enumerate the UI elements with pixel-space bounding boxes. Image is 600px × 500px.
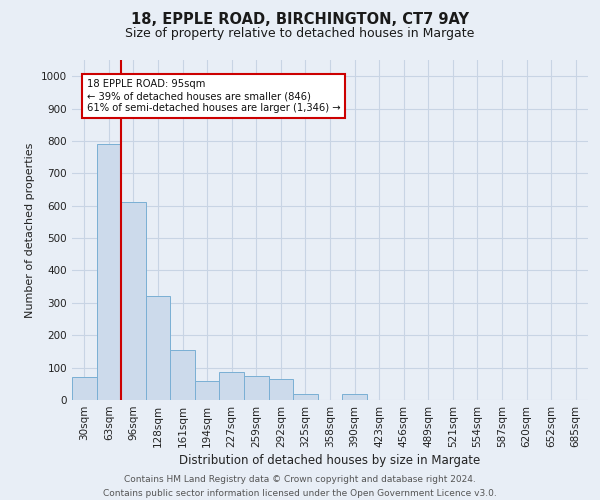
Text: Contains public sector information licensed under the Open Government Licence v3: Contains public sector information licen… xyxy=(103,488,497,498)
Bar xyxy=(220,372,244,400)
Bar xyxy=(342,394,367,400)
Bar xyxy=(72,378,97,400)
Bar xyxy=(97,144,121,400)
Bar xyxy=(146,296,170,400)
Y-axis label: Number of detached properties: Number of detached properties xyxy=(25,142,35,318)
Text: 18, EPPLE ROAD, BIRCHINGTON, CT7 9AY: 18, EPPLE ROAD, BIRCHINGTON, CT7 9AY xyxy=(131,12,469,28)
Text: Size of property relative to detached houses in Margate: Size of property relative to detached ho… xyxy=(125,28,475,40)
Bar xyxy=(293,394,318,400)
Bar xyxy=(269,379,293,400)
X-axis label: Distribution of detached houses by size in Margate: Distribution of detached houses by size … xyxy=(179,454,481,467)
Bar xyxy=(195,380,220,400)
Bar xyxy=(244,376,269,400)
Bar xyxy=(170,350,195,400)
Text: 18 EPPLE ROAD: 95sqm
← 39% of detached houses are smaller (846)
61% of semi-deta: 18 EPPLE ROAD: 95sqm ← 39% of detached h… xyxy=(87,80,340,112)
Text: Contains HM Land Registry data © Crown copyright and database right 2024.: Contains HM Land Registry data © Crown c… xyxy=(124,474,476,484)
Bar xyxy=(121,202,146,400)
